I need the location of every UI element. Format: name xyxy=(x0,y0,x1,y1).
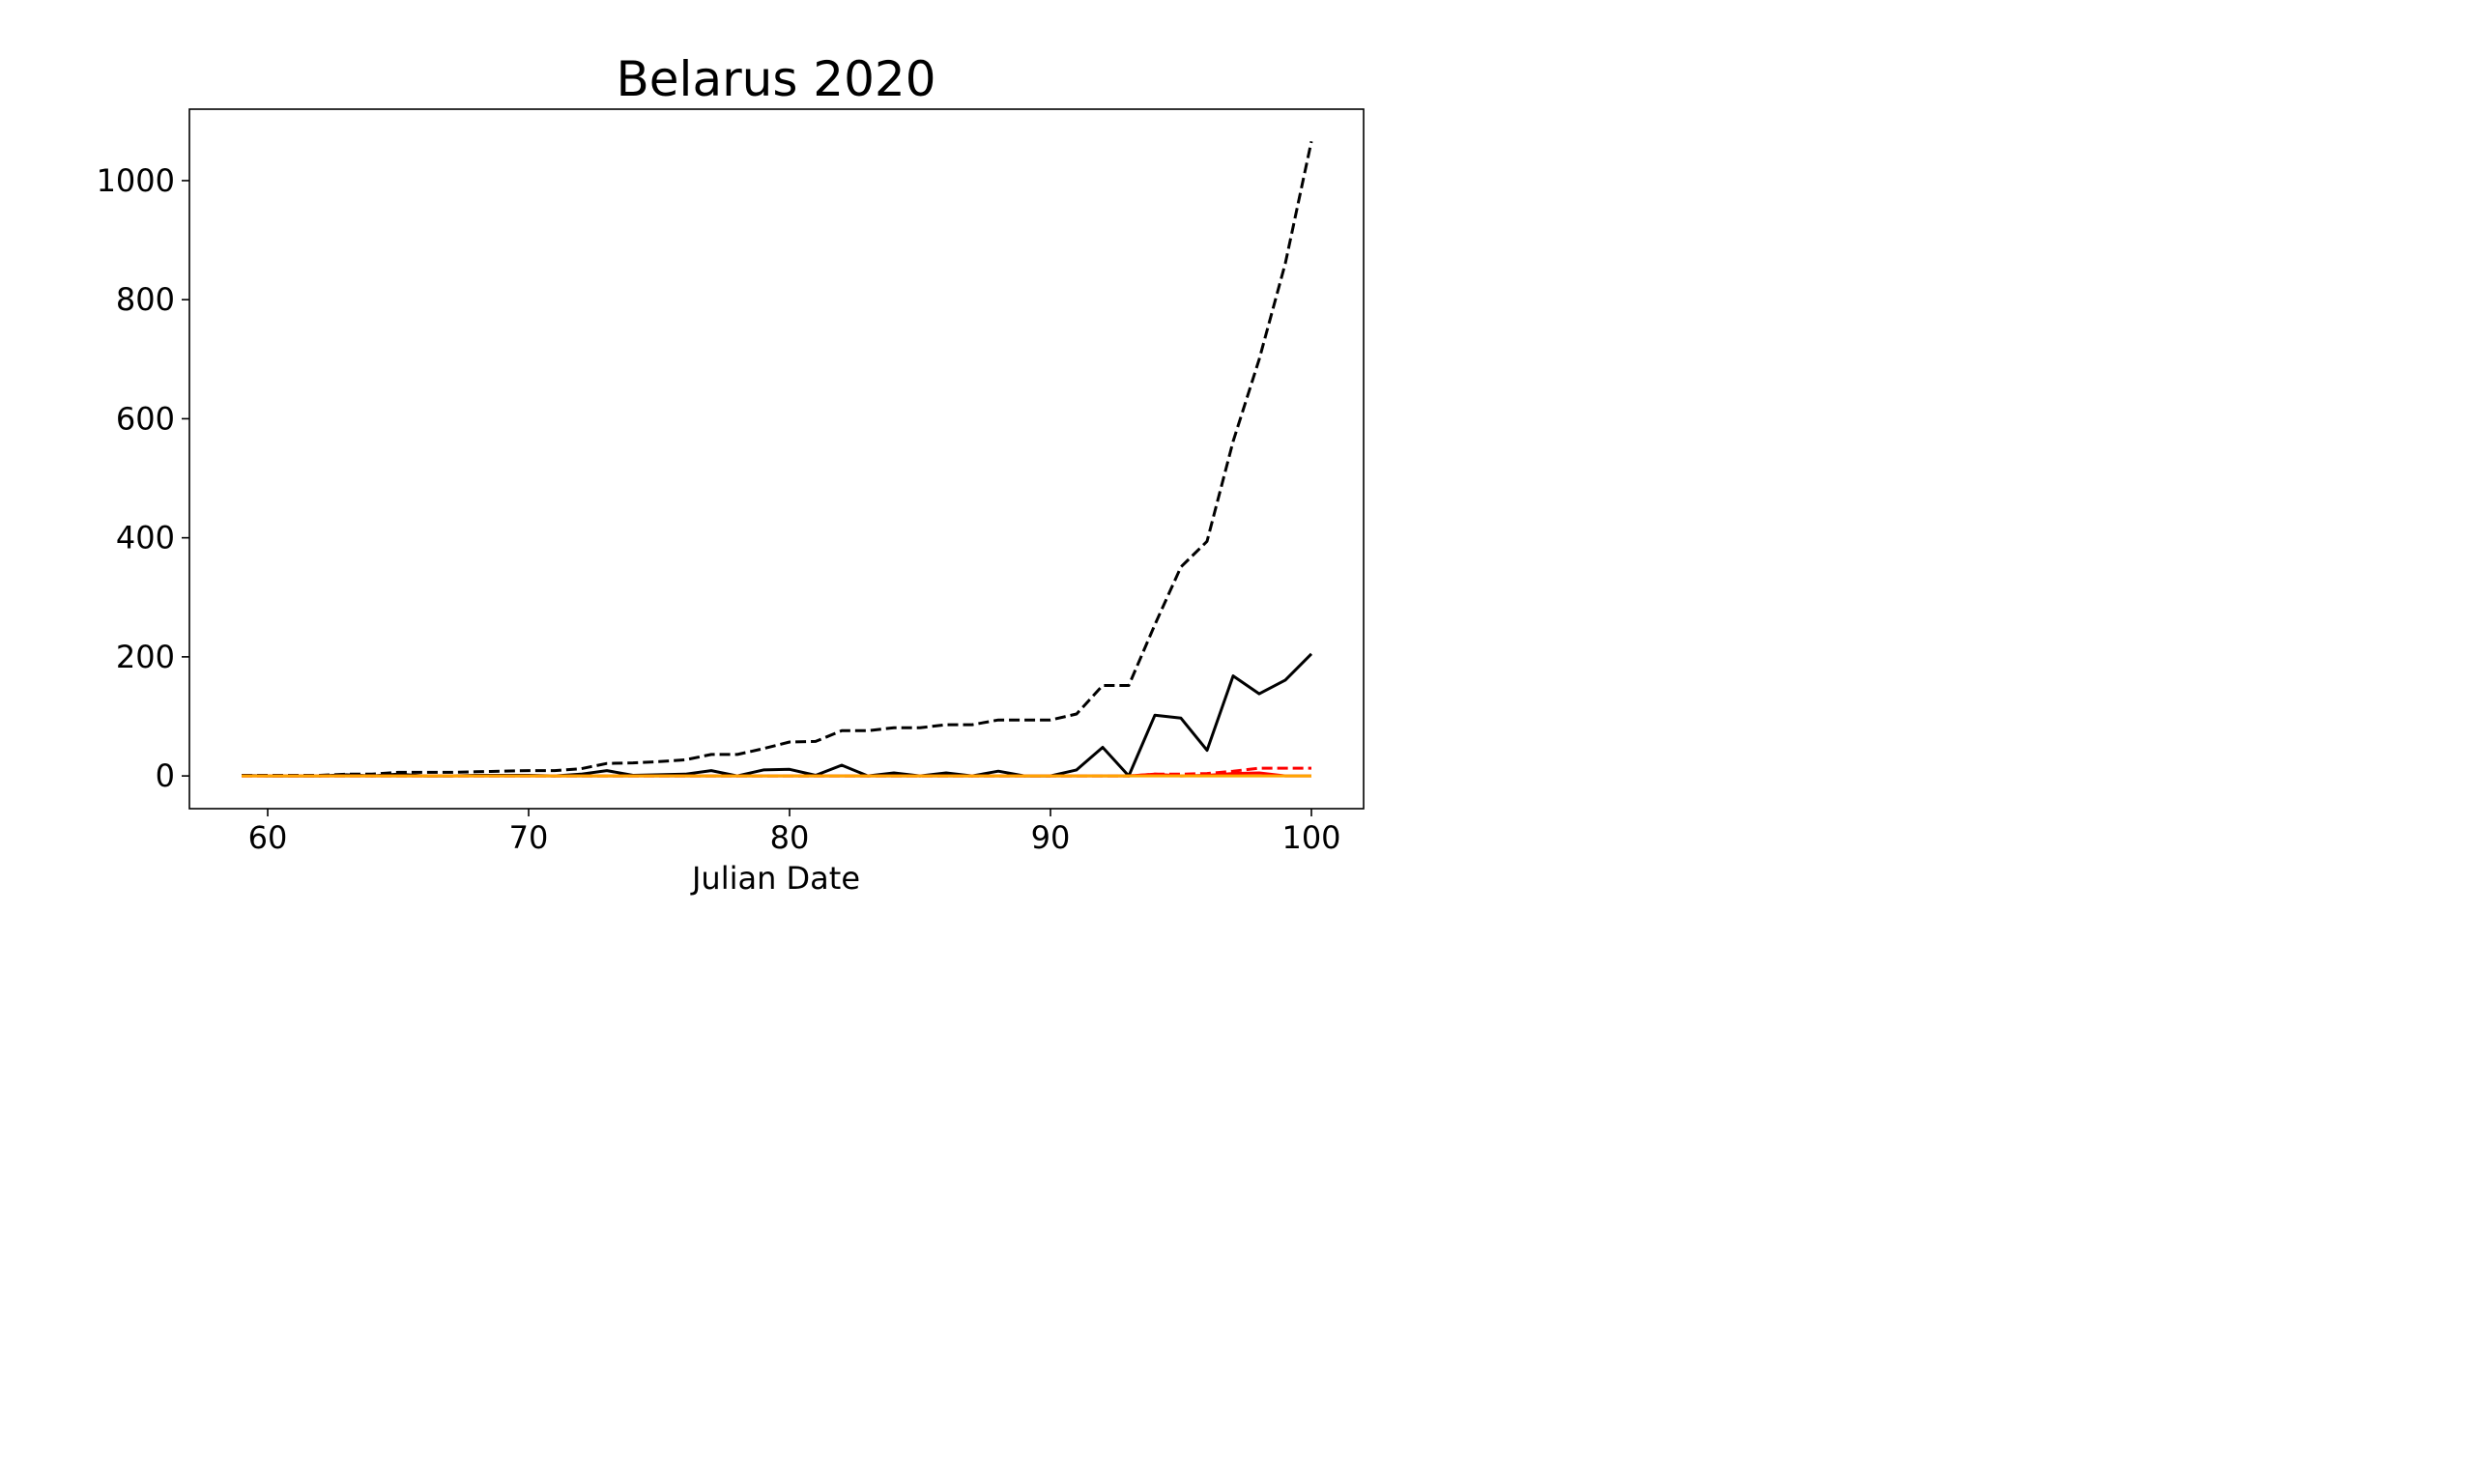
series-line-2 xyxy=(241,652,1313,778)
y-tick-label: 1000 xyxy=(97,162,175,199)
x-tick-label: 80 xyxy=(770,819,810,856)
x-tick-label: 60 xyxy=(248,819,288,856)
y-tick-label: 600 xyxy=(116,400,175,437)
y-axis: 0 200 400 600 800 1000 xyxy=(97,162,189,794)
plot-frame xyxy=(188,108,1365,810)
x-tick-label: 100 xyxy=(1281,819,1340,856)
series-line-1 xyxy=(242,140,1313,777)
series-layer xyxy=(241,140,1313,778)
y-tick-label: 800 xyxy=(116,281,175,318)
x-tick-label: 70 xyxy=(509,819,549,856)
y-tick-label: 200 xyxy=(116,639,175,675)
x-axis-label: Julian Date xyxy=(690,860,860,896)
line-chart: Belarus 2020 60 70 80 90 100 0 200 400 600 800 10… xyxy=(97,51,1365,896)
x-axis: 60 70 80 90 100 xyxy=(248,809,1341,856)
y-tick-label: 400 xyxy=(116,520,175,556)
y-tick-label: 0 xyxy=(156,757,175,794)
x-tick-label: 90 xyxy=(1031,819,1071,856)
chart-title: Belarus 2020 xyxy=(616,51,935,107)
